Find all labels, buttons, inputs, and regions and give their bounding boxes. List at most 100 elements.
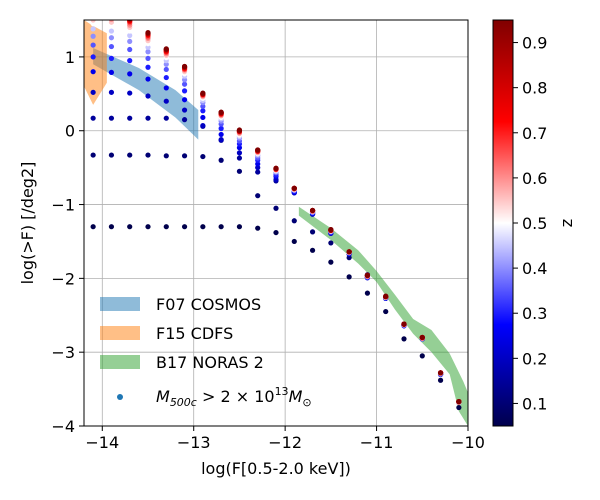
data-point [200,90,206,96]
colorbar-tick-label: 0.2 [522,349,547,368]
y-tick-label: −3 [51,343,75,362]
data-point [91,6,96,11]
data-point [109,9,114,14]
data-point [163,46,169,52]
data-point [328,259,334,265]
data-point [255,165,261,171]
scatter-points [90,6,462,411]
y-tick-label: −2 [51,269,75,288]
x-axis-ticks: −14 −13 −12 −11 −10 [85,426,485,452]
data-point [91,8,96,13]
data-point [456,399,462,405]
data-point [218,109,224,115]
data-point [163,224,169,230]
data-point [200,153,206,160]
data-point [145,55,151,61]
data-point [273,229,279,236]
legend-label-cdfs: F15 CDFS [156,324,233,343]
data-point [108,115,115,121]
data-point [200,122,206,129]
colorbar-ticks: 0.1 0.2 0.3 0.4 0.5 0.6 0.7 0.8 0.9 [513,34,547,413]
data-point [401,336,407,342]
colorbar-tick-label: 0.4 [522,259,547,278]
legend-marker-points [117,394,123,400]
data-point [145,115,151,121]
data-point [273,165,279,171]
data-point [127,38,133,45]
data-point [108,55,115,61]
data-point [109,13,114,18]
colorbar-tick-label: 0.1 [522,394,547,413]
data-point [346,249,352,255]
data-point [163,74,169,81]
data-point [181,107,188,113]
data-point [255,169,261,175]
data-point [200,114,206,121]
data-point [200,103,206,109]
data-point [90,224,96,230]
data-point [437,370,444,376]
data-point [291,218,297,224]
data-point [127,58,133,64]
legend-label-noras: B17 NORAS 2 [156,353,264,372]
data-point [181,88,188,94]
data-point [218,125,224,132]
data-point [90,33,96,39]
data-point [200,224,206,230]
data-point [364,272,371,279]
data-point [90,69,96,75]
y-tick-label: 1 [65,48,75,67]
data-point [291,238,297,245]
data-point [419,334,425,341]
data-point [346,274,352,280]
data-point [236,150,243,156]
data-point [109,10,114,15]
data-point [127,152,133,158]
data-point [328,240,334,246]
data-point [108,89,115,95]
colorbar-tick-label: 0.9 [522,34,547,53]
y-tick-label: −1 [51,196,75,215]
data-point [181,153,188,159]
data-point [346,255,352,261]
colorbar-tick-label: 0.6 [522,169,547,188]
data-point [163,153,169,159]
y-axis-ticks: −4 −3 −2 −1 0 1 [51,48,84,436]
data-point [218,224,224,230]
data-point [91,7,96,12]
data-point [181,117,188,123]
data-point [108,23,115,29]
data-point [236,168,243,174]
data-point [273,205,279,211]
data-point [145,93,151,99]
data-point [127,224,133,230]
data-point [236,224,243,230]
data-point [456,404,462,411]
legend-swatch-cdfs [100,326,140,340]
data-point [90,42,96,48]
data-point [218,157,224,163]
legend-swatch-cosmos [100,297,140,311]
legend-swatch-noras [100,355,140,369]
data-point [90,20,96,23]
colorbar-tick-label: 0.7 [522,124,547,143]
data-point [401,321,407,327]
data-point [181,224,188,230]
data-point [383,308,389,315]
data-point [91,6,96,11]
x-tick-label: −13 [177,433,211,452]
data-point [109,9,114,14]
data-point [145,49,151,55]
data-point [108,35,115,41]
data-point [108,20,114,22]
data-point [309,247,316,253]
band-cosmos [93,48,199,140]
data-point [218,136,224,143]
data-point [181,81,188,87]
data-point [127,90,133,96]
data-point [236,155,243,161]
y-axis-label: log(>F) [/deg2] [18,162,37,285]
data-point [236,145,243,151]
data-point [181,77,188,83]
data-point [419,353,425,359]
